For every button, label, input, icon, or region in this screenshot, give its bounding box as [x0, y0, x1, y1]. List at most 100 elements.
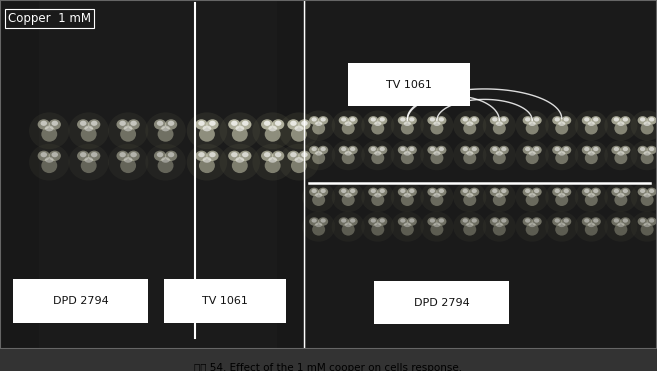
Ellipse shape	[555, 219, 560, 223]
Ellipse shape	[332, 111, 365, 141]
Ellipse shape	[332, 211, 365, 242]
Ellipse shape	[199, 127, 215, 142]
Ellipse shape	[157, 152, 164, 157]
Ellipse shape	[157, 121, 164, 126]
Ellipse shape	[341, 147, 346, 151]
Ellipse shape	[369, 146, 378, 154]
Ellipse shape	[420, 182, 453, 212]
Ellipse shape	[453, 140, 486, 170]
Ellipse shape	[612, 217, 622, 226]
Ellipse shape	[400, 117, 405, 122]
Ellipse shape	[374, 193, 381, 197]
Ellipse shape	[311, 189, 317, 193]
Ellipse shape	[312, 194, 325, 206]
Ellipse shape	[604, 211, 637, 242]
Ellipse shape	[252, 112, 293, 149]
Ellipse shape	[640, 189, 645, 193]
Ellipse shape	[81, 127, 97, 142]
Ellipse shape	[158, 127, 173, 142]
Ellipse shape	[434, 223, 440, 227]
Ellipse shape	[400, 147, 405, 151]
Ellipse shape	[472, 117, 477, 122]
Ellipse shape	[371, 189, 376, 193]
Ellipse shape	[428, 217, 438, 226]
Ellipse shape	[618, 121, 624, 126]
Ellipse shape	[198, 121, 205, 126]
Ellipse shape	[264, 152, 271, 157]
Ellipse shape	[618, 223, 624, 227]
Ellipse shape	[490, 217, 500, 226]
Ellipse shape	[45, 126, 54, 131]
Ellipse shape	[84, 157, 93, 163]
Ellipse shape	[88, 119, 101, 129]
Text: DPD 2794: DPD 2794	[53, 296, 108, 306]
Ellipse shape	[436, 146, 446, 154]
Ellipse shape	[493, 223, 506, 236]
Ellipse shape	[526, 194, 539, 206]
Ellipse shape	[614, 189, 619, 193]
Ellipse shape	[77, 119, 89, 129]
Ellipse shape	[644, 193, 650, 197]
Ellipse shape	[198, 152, 205, 157]
Ellipse shape	[620, 146, 630, 154]
Ellipse shape	[490, 116, 500, 125]
Ellipse shape	[483, 211, 516, 242]
Ellipse shape	[463, 117, 468, 122]
Ellipse shape	[545, 182, 578, 212]
Ellipse shape	[483, 140, 516, 170]
Ellipse shape	[187, 112, 227, 149]
Ellipse shape	[526, 223, 539, 236]
Ellipse shape	[261, 119, 273, 129]
Ellipse shape	[532, 217, 541, 226]
Ellipse shape	[29, 144, 70, 181]
Ellipse shape	[398, 146, 408, 154]
FancyBboxPatch shape	[374, 281, 509, 324]
Ellipse shape	[301, 121, 307, 126]
Ellipse shape	[523, 217, 533, 226]
Ellipse shape	[553, 116, 562, 125]
Ellipse shape	[523, 146, 533, 154]
Ellipse shape	[361, 182, 394, 212]
Ellipse shape	[430, 219, 435, 223]
Ellipse shape	[345, 151, 351, 156]
Ellipse shape	[350, 117, 355, 122]
Ellipse shape	[501, 219, 507, 223]
Ellipse shape	[321, 147, 326, 151]
Ellipse shape	[631, 111, 657, 141]
Ellipse shape	[644, 121, 650, 126]
Ellipse shape	[641, 122, 654, 135]
Ellipse shape	[561, 217, 571, 226]
Ellipse shape	[380, 117, 385, 122]
Ellipse shape	[391, 140, 424, 170]
Ellipse shape	[584, 189, 589, 193]
Ellipse shape	[371, 122, 384, 135]
FancyBboxPatch shape	[39, 0, 277, 349]
Ellipse shape	[430, 117, 435, 122]
Ellipse shape	[620, 188, 630, 196]
Ellipse shape	[342, 152, 355, 164]
Ellipse shape	[145, 144, 186, 181]
Ellipse shape	[350, 189, 355, 193]
Ellipse shape	[264, 121, 271, 126]
Ellipse shape	[321, 117, 326, 122]
Ellipse shape	[492, 189, 497, 193]
Ellipse shape	[472, 189, 477, 193]
Ellipse shape	[582, 146, 592, 154]
Ellipse shape	[294, 157, 304, 163]
Ellipse shape	[644, 151, 650, 156]
Ellipse shape	[265, 127, 281, 142]
Ellipse shape	[377, 116, 387, 125]
Ellipse shape	[466, 193, 473, 197]
Ellipse shape	[49, 151, 61, 161]
Ellipse shape	[401, 122, 414, 135]
FancyBboxPatch shape	[0, 0, 304, 349]
Ellipse shape	[646, 217, 656, 226]
Ellipse shape	[312, 122, 325, 135]
Ellipse shape	[315, 223, 322, 227]
Ellipse shape	[649, 147, 654, 151]
Ellipse shape	[332, 140, 365, 170]
Ellipse shape	[371, 152, 384, 164]
Ellipse shape	[120, 152, 126, 157]
Ellipse shape	[209, 152, 215, 157]
Ellipse shape	[638, 188, 648, 196]
